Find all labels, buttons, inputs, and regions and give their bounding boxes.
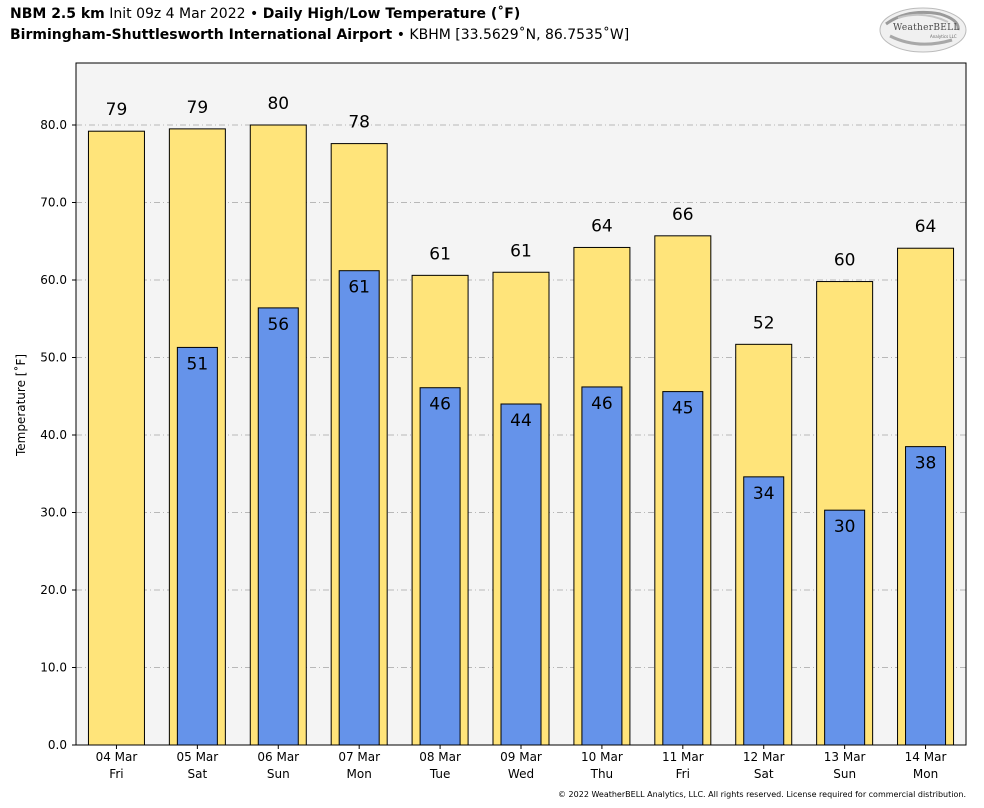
- bars: [87, 124, 955, 746]
- x-tick-day: Mon: [913, 767, 938, 781]
- x-tick-date: 11 Mar: [662, 750, 704, 764]
- high-temp-label: 79: [106, 100, 128, 120]
- x-tick-date: 14 Mar: [905, 750, 947, 764]
- low-temp-label: 61: [348, 278, 370, 298]
- header-bullet: •: [396, 27, 405, 43]
- high-temp-label: 60: [834, 251, 856, 271]
- low-temp-label: 51: [187, 354, 209, 374]
- y-tick-label: 30.0: [40, 506, 67, 520]
- y-tick-label: 40.0: [40, 428, 67, 442]
- low-temp-bar: [500, 403, 542, 746]
- high-temp-label: 61: [510, 241, 532, 261]
- y-tick-label: 60.0: [40, 273, 67, 287]
- x-tick-day: Fri: [109, 767, 123, 781]
- logo-text: WeatherBELL: [893, 23, 960, 33]
- high-temp-bar: [87, 130, 145, 746]
- y-tick-label: 10.0: [40, 661, 67, 675]
- x-tick-date: 10 Mar: [581, 750, 623, 764]
- y-tick-label: 70.0: [40, 196, 67, 210]
- model-name: NBM 2.5 km: [10, 6, 105, 22]
- init-time: Init 09z 4 Mar 2022: [109, 6, 246, 22]
- low-temp-bar: [581, 386, 623, 746]
- weatherbell-logo-icon: [879, 7, 967, 53]
- data-labels: 79 79 51 80 56 78 61 61 46 61 44 64 46 66 45 52 34 60 30 64…: [106, 94, 937, 537]
- header-bullet: •: [249, 6, 259, 22]
- x-tick-date: 06 Mar: [257, 750, 299, 764]
- high-temp-label: 79: [187, 98, 209, 118]
- low-temp-bar: [338, 270, 380, 746]
- x-tick-day: Mon: [347, 767, 372, 781]
- x-tick-day: Wed: [508, 767, 534, 781]
- x-tick-day: Thu: [590, 767, 614, 781]
- low-temp-label: 45: [672, 399, 694, 419]
- station-info: KBHM [33.5629˚N, 86.7535˚W]: [409, 27, 630, 43]
- low-temp-bar: [824, 509, 866, 746]
- low-temp-bar: [662, 391, 704, 746]
- plot-frame: [75, 62, 967, 746]
- low-temp-label: 38: [915, 454, 937, 474]
- x-tick-date: 07 Mar: [338, 750, 380, 764]
- chart-header-line-1: NBM 2.5 km Init 09z 4 Mar 2022 • Daily H…: [10, 6, 520, 22]
- x-tick-day: Sat: [754, 767, 774, 781]
- location-name: Birmingham-Shuttlesworth International A…: [10, 27, 393, 43]
- x-tick-day: Tue: [429, 767, 451, 781]
- low-temp-bar: [743, 476, 785, 746]
- logo-subtext: Analytics LLC: [930, 34, 957, 39]
- x-tick-date: 09 Mar: [500, 750, 542, 764]
- low-temp-label: 44: [510, 411, 532, 431]
- x-tick-date: 05 Mar: [176, 750, 218, 764]
- y-axis: 0.0 10.0 20.0 30.0 40.0 50.0 60.0 70.0 80.0: [40, 118, 76, 752]
- y-tick-label: 0.0: [48, 738, 67, 752]
- low-temp-bar: [176, 346, 218, 746]
- high-temp-label: 64: [915, 217, 937, 237]
- x-tick-date: 08 Mar: [419, 750, 461, 764]
- x-tick-day: Sun: [267, 767, 290, 781]
- low-temp-bar: [905, 446, 947, 746]
- high-temp-label: 80: [267, 94, 289, 114]
- y-tick-label: 50.0: [40, 351, 67, 365]
- y-tick-label: 20.0: [40, 583, 67, 597]
- low-temp-label: 30: [834, 517, 856, 537]
- x-tick-date: 12 Mar: [743, 750, 785, 764]
- x-axis: 04 Mar Fri 05 Mar Sat 06 Mar Sun 07 Mar Mon 08 M…: [96, 745, 947, 781]
- y-axis-label: Temperature [˚F]: [14, 353, 28, 457]
- high-temp-label: 64: [591, 216, 613, 236]
- high-temp-label: 61: [429, 244, 451, 264]
- product-title: Daily High/Low Temperature (˚F): [262, 6, 521, 22]
- low-temp-label: 34: [753, 484, 775, 504]
- x-tick-day: Sun: [833, 767, 856, 781]
- low-temp-label: 56: [267, 315, 289, 335]
- x-tick-day: Fri: [676, 767, 690, 781]
- x-tick-date: 13 Mar: [824, 750, 866, 764]
- high-temp-label: 78: [348, 113, 370, 133]
- x-tick-day: Sat: [188, 767, 208, 781]
- copyright-notice: © 2022 WeatherBELL Analytics, LLC. All r…: [558, 790, 966, 799]
- chart-header-line-2: Birmingham-Shuttlesworth International A…: [10, 27, 629, 43]
- low-temp-label: 46: [591, 394, 613, 414]
- high-temp-label: 52: [753, 313, 775, 333]
- x-tick-date: 04 Mar: [96, 750, 138, 764]
- low-temp-bar: [419, 387, 461, 746]
- y-tick-label: 80.0: [40, 118, 67, 132]
- low-temp-bar: [257, 307, 299, 746]
- low-temp-label: 46: [429, 395, 451, 415]
- high-temp-label: 66: [672, 205, 694, 225]
